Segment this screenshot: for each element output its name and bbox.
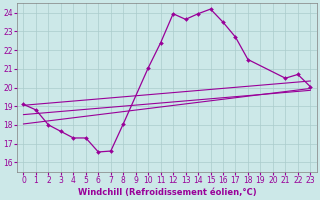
- X-axis label: Windchill (Refroidissement éolien,°C): Windchill (Refroidissement éolien,°C): [77, 188, 256, 197]
